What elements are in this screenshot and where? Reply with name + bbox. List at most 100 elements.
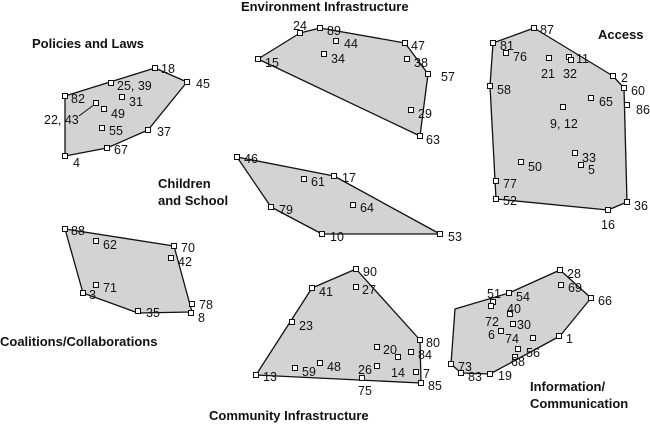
statement-point-marker bbox=[319, 231, 325, 237]
statement-point-marker bbox=[437, 231, 443, 237]
statement-point-marker bbox=[353, 266, 359, 272]
cluster-title-access: Access bbox=[598, 27, 644, 42]
statement-point-marker bbox=[408, 349, 414, 355]
statement-point-marker bbox=[333, 38, 339, 44]
statement-label: 78 bbox=[199, 298, 213, 312]
statement-label: 9, 12 bbox=[550, 117, 578, 131]
statement-point-marker bbox=[546, 55, 552, 61]
statement-label: 75 bbox=[358, 384, 372, 398]
statement-label: 15 bbox=[265, 56, 279, 70]
statement-label: 53 bbox=[448, 230, 462, 244]
statement-label: 42 bbox=[178, 255, 192, 269]
statement-label: 41 bbox=[319, 285, 333, 299]
statement-label: 22, 43 bbox=[44, 113, 79, 127]
statement-label: 65 bbox=[599, 95, 613, 109]
statement-label: 25, 39 bbox=[117, 79, 152, 93]
statement-label: 67 bbox=[114, 143, 128, 157]
statement-point-marker bbox=[490, 40, 496, 46]
cluster-polygons bbox=[64, 27, 628, 384]
statement-label: 49 bbox=[111, 107, 125, 121]
statement-point-marker bbox=[171, 243, 177, 249]
statement-label: 44 bbox=[344, 37, 358, 51]
statement-point-marker bbox=[488, 303, 494, 309]
statement-label: 28 bbox=[567, 267, 581, 281]
statement-point-marker bbox=[93, 100, 99, 106]
statement-point-marker bbox=[297, 30, 303, 36]
statement-label: 50 bbox=[528, 160, 542, 174]
statement-label: 20 bbox=[383, 343, 397, 357]
statement-point-marker bbox=[309, 285, 315, 291]
statement-label: 60 bbox=[631, 84, 645, 98]
statement-label: 73 bbox=[458, 360, 472, 374]
statement-point-marker bbox=[104, 145, 110, 151]
statement-point-marker bbox=[374, 363, 380, 369]
statement-label: 17 bbox=[342, 171, 356, 185]
statement-label: 6 bbox=[488, 328, 495, 342]
statement-point-marker bbox=[395, 354, 401, 360]
statement-point-marker bbox=[588, 295, 594, 301]
statement-label: 90 bbox=[363, 265, 377, 279]
statement-point-marker bbox=[184, 79, 190, 85]
statement-label: 27 bbox=[362, 283, 376, 297]
statement-label: 84 bbox=[418, 348, 432, 362]
statement-label: 16 bbox=[601, 218, 615, 232]
statement-label: 8 bbox=[198, 311, 205, 325]
statement-point-marker bbox=[404, 56, 410, 62]
statement-label: 5 bbox=[588, 163, 595, 177]
statement-point-marker bbox=[317, 360, 323, 366]
statement-point-marker bbox=[135, 308, 141, 314]
statement-point-marker bbox=[458, 370, 464, 376]
leader-lines bbox=[78, 103, 96, 117]
statement-label: 77 bbox=[503, 177, 517, 191]
statement-label: 29 bbox=[418, 107, 432, 121]
statement-label: 89 bbox=[327, 24, 341, 38]
cluster-title-policies-and-laws: Policies and Laws bbox=[32, 36, 144, 51]
cluster-coalitions-collaborations bbox=[64, 228, 193, 314]
statement-label: 38 bbox=[414, 56, 428, 70]
statement-point-marker bbox=[408, 107, 414, 113]
statement-point-marker bbox=[359, 375, 365, 381]
statement-label: 72 bbox=[485, 315, 499, 329]
cluster-title-information-communication: Information/ bbox=[530, 379, 605, 394]
statement-label: 80 bbox=[426, 336, 440, 350]
statement-label: 21 bbox=[541, 67, 555, 81]
statement-point-marker bbox=[417, 337, 423, 343]
statement-point-marker bbox=[374, 344, 380, 350]
statement-point-marker bbox=[292, 365, 298, 371]
statement-label: 68 bbox=[511, 355, 525, 369]
statement-label: 32 bbox=[563, 67, 577, 81]
statement-label: 82 bbox=[71, 92, 85, 106]
statement-label: 4 bbox=[73, 156, 80, 170]
statement-point-marker bbox=[531, 25, 537, 31]
statement-point-marker bbox=[503, 50, 509, 56]
statement-label: 79 bbox=[279, 203, 293, 217]
statement-point-marker bbox=[621, 85, 627, 91]
cluster-title-information-communication: Communication bbox=[530, 396, 628, 411]
statement-point-marker bbox=[530, 335, 536, 341]
statement-point-marker bbox=[556, 333, 562, 339]
statement-label: 58 bbox=[497, 83, 511, 97]
statement-label: 3 bbox=[89, 288, 96, 302]
statement-point-marker bbox=[510, 321, 516, 327]
statement-label: 40 bbox=[507, 302, 521, 316]
statement-label: 69 bbox=[568, 281, 582, 295]
statement-point-marker bbox=[80, 290, 86, 296]
statement-label: 2 bbox=[621, 71, 628, 85]
statement-label: 34 bbox=[331, 52, 345, 66]
statement-label: 24 bbox=[293, 19, 307, 33]
statement-point-marker bbox=[448, 361, 454, 367]
statement-point-marker bbox=[588, 95, 594, 101]
statement-point-marker bbox=[624, 199, 630, 205]
cluster-title-children-and-school: and School bbox=[158, 193, 228, 208]
statement-label: 35 bbox=[146, 306, 160, 320]
statement-point-marker bbox=[605, 207, 611, 213]
statement-label: 54 bbox=[516, 290, 530, 304]
statement-point-marker bbox=[425, 71, 431, 77]
statement-label: 31 bbox=[129, 95, 143, 109]
cluster-title-coalitions-collaborations: Coalitions/Collaborations bbox=[0, 334, 157, 349]
leader-line bbox=[78, 103, 96, 117]
statement-point-marker bbox=[498, 328, 504, 334]
statement-label: 61 bbox=[311, 175, 325, 189]
statement-point-marker bbox=[255, 56, 261, 62]
